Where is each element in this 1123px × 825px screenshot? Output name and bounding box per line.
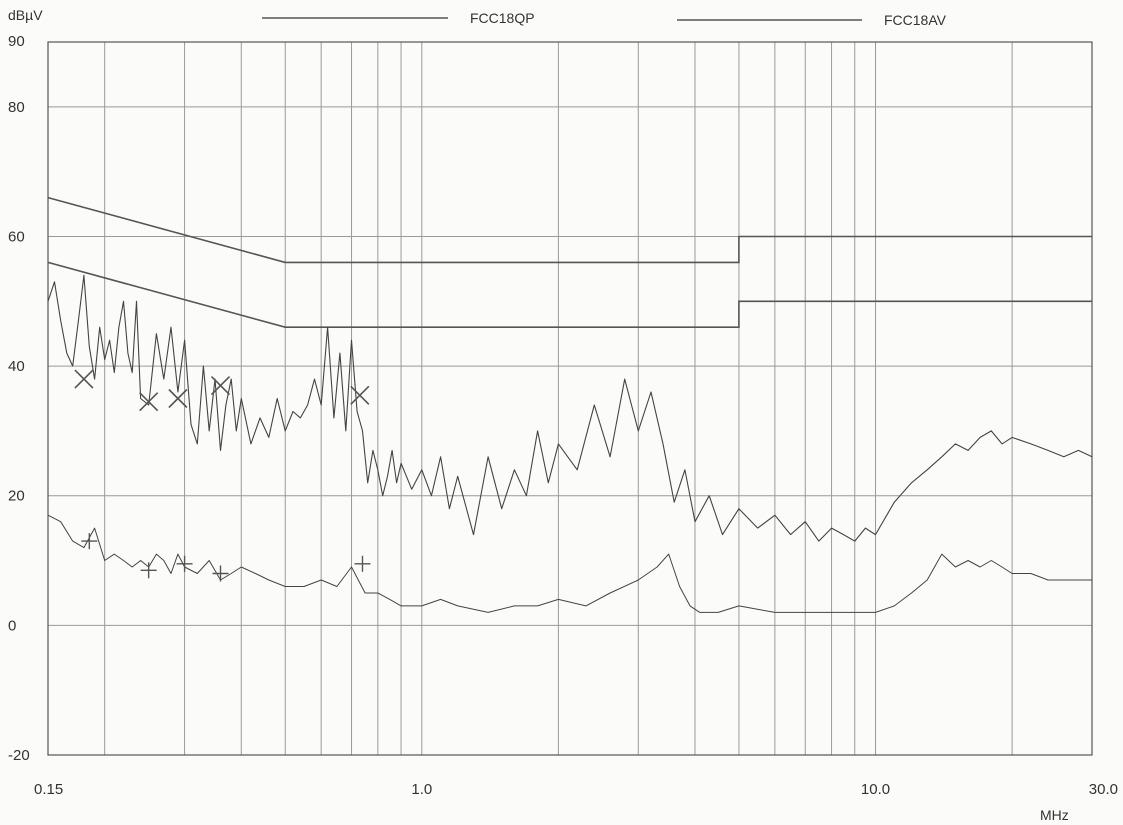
legend-label-av: FCC18AV: [884, 12, 947, 28]
measurement-traces: [47, 274, 1093, 613]
y-tick-label: 20: [8, 488, 25, 505]
qp-marker-stroke: [74, 369, 94, 389]
qp-marker: [168, 388, 188, 409]
y-tick-label: 60: [8, 228, 25, 245]
qp-marker: [74, 369, 94, 389]
measurement-markers: [74, 369, 371, 582]
qp-marker: [350, 385, 370, 405]
limit-line-av: [47, 261, 1092, 329]
qp-marker-stroke: [210, 375, 231, 396]
grid: [47, 41, 1093, 756]
tick-labels: -20 0 20 40 60 80 90 0.15 1.0 10.0 30.0: [8, 33, 1118, 798]
x-tick-label: 30.0: [1089, 781, 1118, 798]
legend: FCC18QP FCC18AV: [262, 10, 947, 28]
av-marker: [140, 562, 157, 579]
peak-trace: [47, 274, 1093, 542]
average-trace: [47, 514, 1092, 613]
y-tick-label: 80: [8, 99, 25, 116]
plot-frame: [47, 41, 1093, 756]
y-tick-label: 40: [8, 358, 25, 375]
av-marker: [81, 533, 98, 550]
qp-marker-stroke: [350, 385, 370, 405]
av-marker: [212, 565, 229, 582]
y-tick-label: -20: [8, 747, 30, 764]
qp-marker: [139, 392, 159, 412]
x-axis-label: MHz: [1040, 807, 1069, 823]
y-axis-label: dBµV: [8, 7, 43, 23]
x-tick-label: 0.15: [34, 781, 63, 798]
qp-marker-stroke: [168, 388, 188, 409]
av-marker: [176, 555, 193, 572]
qp-marker: [210, 375, 231, 396]
x-tick-label: 10.0: [861, 781, 890, 798]
x-tick-label: 1.0: [411, 781, 432, 798]
limit-lines: [47, 196, 1092, 329]
av-marker: [354, 555, 371, 572]
y-tick-label: 90: [8, 33, 25, 50]
legend-label-qp: FCC18QP: [470, 10, 535, 26]
y-tick-label: 0: [8, 617, 16, 634]
qp-marker-stroke: [139, 392, 159, 412]
limit-line-qp: [47, 196, 1092, 264]
